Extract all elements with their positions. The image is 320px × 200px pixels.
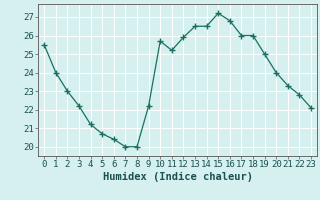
X-axis label: Humidex (Indice chaleur): Humidex (Indice chaleur) [103,172,252,182]
